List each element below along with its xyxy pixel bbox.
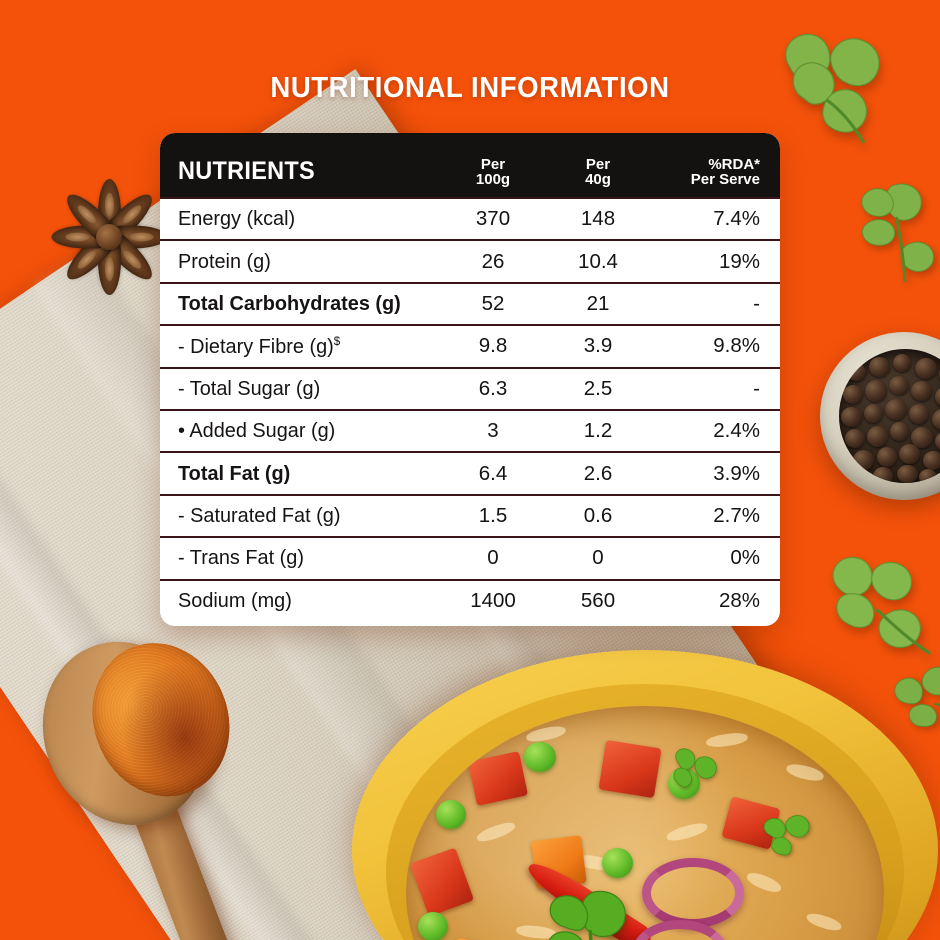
value-rda-per-serve: - <box>753 291 760 315</box>
value-rda-per-serve: 2.4% <box>713 419 760 443</box>
value-rda-per-serve: 3.9% <box>713 461 760 485</box>
value-rda-per-serve: 7.4% <box>713 207 760 231</box>
coriander-leaf-icon <box>746 10 927 179</box>
table-row: - Total Sugar (g) 6.3 2.5 - <box>160 366 780 409</box>
per-100g-line2: 100g <box>475 171 511 189</box>
table-row: - Trans Fat (g) 0 0 0% <box>160 536 780 578</box>
per-40g-line2: 40g <box>585 171 611 189</box>
nutrition-table-card: NUTRIENTS Per 100g Per 40g %RDA* Per Ser… <box>160 133 780 626</box>
per-100g-line1: Per <box>480 155 506 173</box>
peppercorn-bowl <box>820 332 940 500</box>
rda-line1: %RDA* <box>708 155 760 173</box>
star-anise-icon <box>50 178 168 296</box>
value-per-100g: 52 <box>481 291 505 315</box>
value-per-100g: 3 <box>487 419 499 443</box>
value-per-40g: 1.2 <box>583 419 613 443</box>
value-per-40g: 148 <box>580 207 616 231</box>
value-per-100g: 1400 <box>470 588 516 612</box>
value-per-40g: 0.6 <box>583 503 613 527</box>
coriander-leaf-icon <box>876 648 940 763</box>
per-40g-line1: Per <box>585 155 611 173</box>
column-header-per-40g: Per 40g <box>546 157 650 188</box>
table-row: Protein (g) 26 10.4 19% <box>160 239 780 281</box>
coriander-garnish-icon <box>534 886 666 940</box>
value-per-40g: 560 <box>580 588 616 612</box>
table-body: Energy (kcal) 370 148 7.4% Protein (g) 26 10.4… <box>160 197 780 621</box>
value-per-100g: 9.8 <box>478 334 508 358</box>
nutrient-name: - Saturated Fat (g) <box>178 503 341 527</box>
food-bowl <box>352 650 938 940</box>
coriander-garnish-icon <box>752 807 829 877</box>
value-per-40g: 0 <box>592 546 604 570</box>
nutrient-name: - Total Sugar (g) <box>178 376 321 400</box>
column-header-nutrients: NUTRIENTS <box>178 157 316 185</box>
value-per-40g: 2.5 <box>583 376 613 400</box>
nutrient-name: • Added Sugar (g) <box>178 419 336 443</box>
value-per-100g: 1.5 <box>478 503 508 527</box>
table-row: Total Fat (g) 6.4 2.6 3.9% <box>160 451 780 493</box>
coriander-leaf-icon <box>807 542 940 680</box>
table-row: - Saturated Fat (g) 1.5 0.6 2.7% <box>160 493 780 536</box>
table-row: - Dietary Fibre (g)$ 9.8 3.9 9.8% <box>160 324 780 366</box>
value-per-100g: 0 <box>487 546 499 570</box>
nutrient-name: Energy (kcal) <box>178 207 296 231</box>
value-per-40g: 3.9 <box>583 334 613 358</box>
column-header-per-100g: Per 100g <box>440 157 546 188</box>
value-per-100g: 370 <box>475 207 511 231</box>
value-per-40g: 10.4 <box>578 249 618 273</box>
table-row: Total Carbohydrates (g) 52 21 - <box>160 281 780 324</box>
value-rda-per-serve: 19% <box>718 249 760 273</box>
value-rda-per-serve: 2.7% <box>713 503 760 527</box>
nutrient-name: Protein (g) <box>178 249 271 273</box>
table-header-row: NUTRIENTS Per 100g Per 40g %RDA* Per Ser… <box>160 133 780 197</box>
nutrient-name: Total Carbohydrates (g) <box>178 291 401 315</box>
table-row: • Added Sugar (g) 3 1.2 2.4% <box>160 408 780 451</box>
rda-line2: Per Serve <box>690 171 760 189</box>
page-title: NUTRITIONAL INFORMATION <box>270 72 670 104</box>
value-per-40g: 21 <box>586 291 610 315</box>
nutrient-name: Sodium (mg) <box>178 588 292 612</box>
nutrient-name: Total Fat (g) <box>178 461 291 485</box>
value-per-40g: 2.6 <box>583 461 613 485</box>
table-row: Sodium (mg) 1400 560 28% <box>160 578 780 621</box>
nutrient-name: - Dietary Fibre (g)$ <box>178 333 341 358</box>
column-header-rda: %RDA* Per Serve <box>650 157 762 188</box>
value-per-100g: 6.4 <box>478 461 508 485</box>
footnote-marker: $ <box>333 333 341 348</box>
value-rda-per-serve: 28% <box>718 588 760 612</box>
value-rda-per-serve: 9.8% <box>713 334 760 358</box>
coriander-garnish-icon <box>653 740 733 815</box>
value-rda-per-serve: 0% <box>730 546 760 570</box>
value-per-100g: 6.3 <box>478 376 508 400</box>
coriander-leaf-icon <box>841 169 940 307</box>
value-per-100g: 26 <box>481 249 505 273</box>
nutrient-name: - Trans Fat (g) <box>178 546 304 570</box>
table-row: Energy (kcal) 370 148 7.4% <box>160 197 780 239</box>
value-rda-per-serve: - <box>753 376 760 400</box>
